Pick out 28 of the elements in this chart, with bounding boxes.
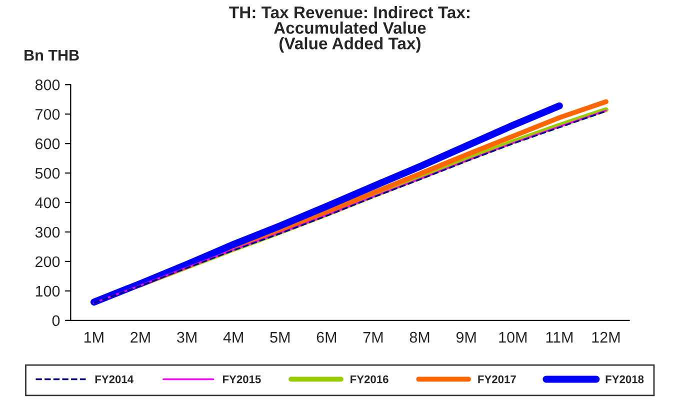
legend-label: FY2017 [478,375,516,384]
y-tick-label: 600 [36,138,60,150]
x-tick-label: 2M [130,332,150,343]
x-tick-label: 9M [456,332,476,343]
legend-label: FY2016 [350,375,388,384]
x-tick-label: 10M [499,332,526,343]
legend-label: FY2018 [606,375,644,384]
legend-label: FY2014 [95,375,134,384]
y-tick-label: 100 [36,286,60,297]
legend-label: FY2015 [222,375,261,384]
y-tick-label: 700 [36,108,60,120]
x-tick-label: 1M [84,332,104,343]
y-tick-label: 300 [35,226,60,238]
x-tick-label: 3M [177,332,196,343]
x-tick-label: 4M [223,332,243,343]
y-tick-label: 200 [36,256,60,268]
y-tick-label: 400 [35,197,60,208]
x-tick-label: 7M [363,332,383,343]
y-tick-label: 0 [52,315,60,326]
x-tick-label: 6M [316,332,336,343]
y-tick-label: 500 [35,168,60,179]
chart-title: TH: Tax Revenue: Indirect Tax: Accumulated Value (Value Added Tax) [229,6,470,53]
x-tick-label: 11M [546,332,572,343]
x-tick-label: 12M [592,332,620,343]
y-axis-title: Bn THB [24,50,79,60]
x-tick-label: 5M [270,332,290,343]
y-tick-label: 800 [35,80,60,90]
x-tick-label: 8M [410,332,430,343]
